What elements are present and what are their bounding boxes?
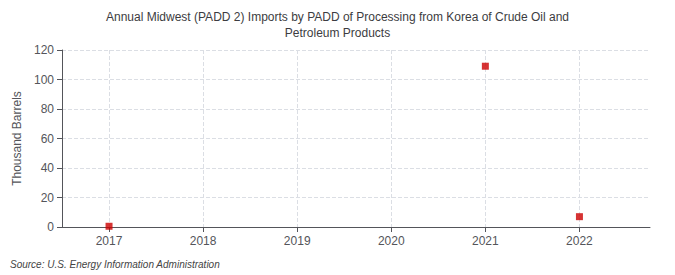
svg-text:20: 20 <box>41 191 55 205</box>
svg-text:2021: 2021 <box>472 234 499 248</box>
svg-text:60: 60 <box>41 132 55 146</box>
svg-text:2022: 2022 <box>566 234 593 248</box>
svg-text:0: 0 <box>47 220 54 234</box>
svg-text:2017: 2017 <box>96 234 123 248</box>
svg-text:2018: 2018 <box>190 234 217 248</box>
svg-text:Source: U.S. Energy Informatio: Source: U.S. Energy Information Administ… <box>10 259 220 270</box>
svg-text:120: 120 <box>34 43 54 57</box>
svg-text:Petroleum Products: Petroleum Products <box>285 26 390 40</box>
svg-text:Annual Midwest (PADD 2) Import: Annual Midwest (PADD 2) Imports by PADD … <box>106 10 569 24</box>
svg-text:40: 40 <box>41 161 55 175</box>
svg-text:Thousand Barrels: Thousand Barrels <box>10 91 24 186</box>
svg-text:80: 80 <box>41 102 55 116</box>
svg-text:100: 100 <box>34 73 54 87</box>
svg-text:2020: 2020 <box>378 234 405 248</box>
svg-text:2019: 2019 <box>284 234 311 248</box>
